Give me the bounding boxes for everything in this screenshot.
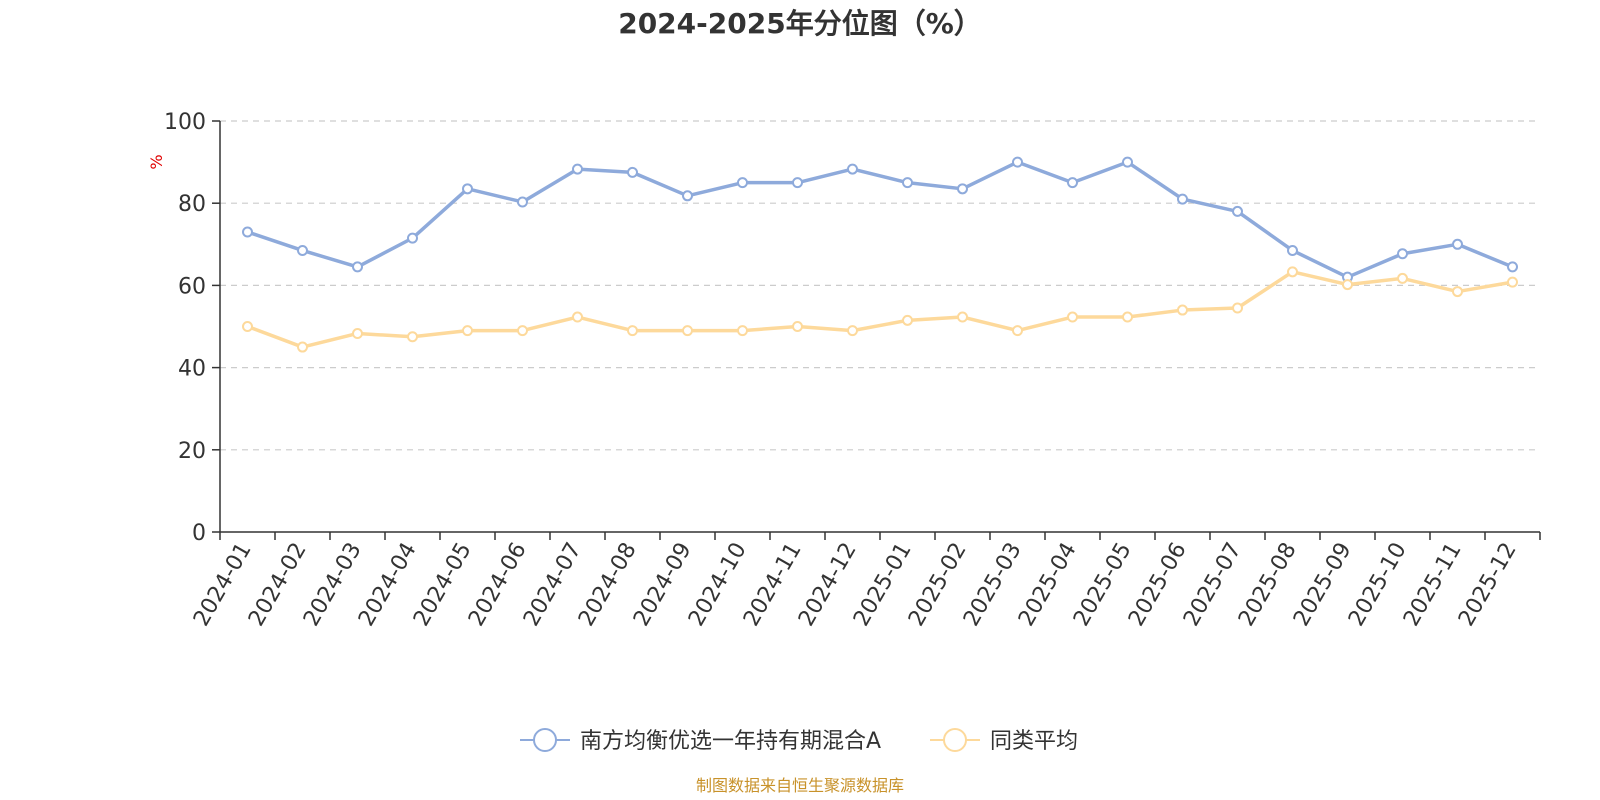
data-point[interactable] [627,325,638,337]
series-group [242,156,1518,353]
grid-lines [220,120,1540,451]
series-line-0 [246,160,1514,279]
data-point[interactable] [682,325,693,337]
data-point[interactable] [1232,302,1243,314]
data-point[interactable] [627,166,638,178]
data-point[interactable] [1507,276,1518,288]
y-axis-ticks: 0 20 40 60 80 100 [164,110,220,546]
y-tick-label: 100 [164,110,206,135]
data-point[interactable] [737,325,748,337]
y-axis-unit-label: % [147,154,166,169]
data-point[interactable] [1452,238,1463,250]
data-point[interactable] [1287,244,1298,256]
data-point[interactable] [1452,286,1463,298]
legend-label: 南方均衡优选一年持有期混合A [580,729,881,754]
data-point[interactable] [572,311,583,323]
series-0 [242,156,1518,283]
data-point[interactable] [1067,311,1078,323]
y-tick-label: 40 [178,357,206,382]
legend-item-1[interactable]: 同类平均 [930,728,1078,754]
data-point[interactable] [352,327,363,339]
data-point[interactable] [517,325,528,337]
data-point[interactable] [517,196,528,208]
data-point[interactable] [957,311,968,323]
legend-marker [943,728,967,752]
data-point[interactable] [352,261,363,273]
series-1 [242,266,1518,353]
x-axis-ticks: 2024-012024-022024-032024-042024-052024-… [189,532,1541,631]
data-point[interactable] [462,183,473,195]
data-point[interactable] [1397,272,1408,284]
data-point[interactable] [407,232,418,244]
data-point[interactable] [1177,193,1188,205]
data-point[interactable] [1177,304,1188,316]
data-point[interactable] [297,341,308,353]
y-tick-label: 80 [178,192,206,217]
data-point[interactable] [737,177,748,189]
y-tick-label: 60 [178,274,206,299]
y-tick-label: 20 [178,439,206,464]
data-point[interactable] [847,163,858,175]
data-point[interactable] [1287,266,1298,278]
legend-item-0[interactable]: 南方均衡优选一年持有期混合A [520,728,881,754]
data-point[interactable] [572,163,583,175]
data-point[interactable] [1122,311,1133,323]
data-point[interactable] [1012,156,1023,168]
data-point[interactable] [792,321,803,332]
data-point[interactable] [902,177,913,189]
chart-title: 2024-2025年分位图（%） [618,7,982,40]
legend-label: 同类平均 [990,729,1078,754]
legend-marker [533,728,557,752]
data-point[interactable] [902,314,913,326]
series-line-1 [246,270,1513,349]
y-tick-label: 0 [192,521,206,546]
source-note: 制图数据来自恒生聚源数据库 [696,776,904,795]
data-point[interactable] [847,325,858,337]
data-point[interactable] [1342,279,1353,291]
legend: 南方均衡优选一年持有期混合A 同类平均 [520,728,1078,754]
data-point[interactable] [462,325,473,337]
data-point[interactable] [1012,325,1023,337]
data-point[interactable] [957,183,968,195]
data-point[interactable] [242,321,253,332]
data-point[interactable] [242,226,253,238]
data-point[interactable] [1507,261,1518,273]
data-point[interactable] [792,177,803,189]
data-point[interactable] [1122,156,1133,168]
data-point[interactable] [1232,205,1243,217]
data-point[interactable] [1397,248,1408,260]
data-point[interactable] [1067,177,1078,189]
data-point[interactable] [297,244,308,256]
data-point[interactable] [407,331,418,343]
data-point[interactable] [682,190,693,202]
